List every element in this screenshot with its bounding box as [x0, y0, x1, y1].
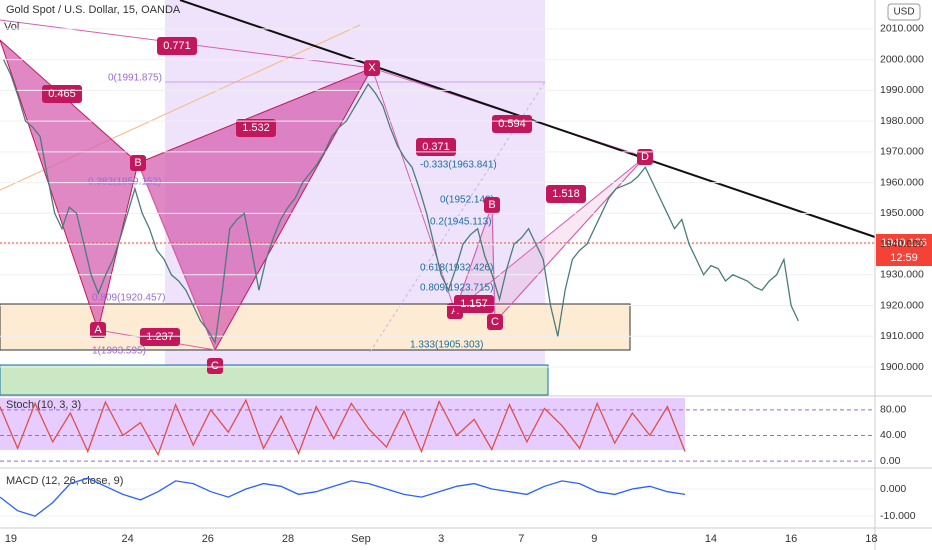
stoch-title: Stoch (10, 3, 3)	[6, 399, 81, 411]
chart-title: Gold Spot / U.S. Dollar, 15, OANDA	[6, 4, 181, 16]
point-badge	[637, 149, 653, 165]
ratio-badge	[42, 85, 82, 103]
point-label: C	[211, 360, 219, 372]
y-tick-label: 40.00	[880, 429, 906, 441]
point-badge	[364, 60, 380, 76]
ratio-badge	[140, 328, 180, 346]
ratio-label: 1.237	[146, 331, 174, 343]
series-line	[0, 398, 686, 457]
price-tag	[876, 234, 932, 266]
ratio-badge	[454, 295, 494, 313]
x-tick-label: 28	[282, 533, 294, 545]
vol-label: Vol	[4, 21, 19, 33]
fib-label: 0.2(1945.113)	[430, 217, 492, 228]
currency-box	[887, 3, 921, 21]
fib-label: 1(1903.595)	[92, 346, 146, 357]
y-tick-label: 1920.000	[880, 299, 924, 311]
macd-title: MACD (12, 26, close, 9)	[6, 475, 123, 487]
fib-label: 0.809(1923.715)	[420, 283, 493, 294]
y-tick-label: 1990.000	[880, 84, 924, 96]
point-label: X	[368, 62, 376, 74]
y-tick-label: 2000.000	[880, 53, 924, 65]
fib-label: 0(1991.875)	[108, 73, 162, 84]
y-tick-label: 1940.000	[880, 238, 924, 250]
point-badge	[130, 155, 146, 171]
fib-label: -0.333(1963.841)	[420, 160, 497, 171]
point-label: B	[134, 157, 141, 169]
ratio-label: 1.157	[460, 298, 488, 310]
point-label: A	[94, 324, 102, 336]
ratio-badge	[157, 37, 197, 55]
x-tick-label: 18	[865, 533, 877, 545]
x-tick-label: 14	[705, 533, 717, 545]
y-tick-label: -10.000	[880, 510, 916, 522]
x-tick-label: 3	[438, 533, 444, 545]
y-tick-label: 2010.000	[880, 23, 924, 35]
point-badge	[207, 358, 223, 374]
y-tick-label: 1970.000	[880, 146, 924, 158]
x-tick-label: 26	[202, 533, 214, 545]
y-tick-label: 0.000	[880, 483, 906, 495]
stoch-band	[0, 398, 685, 450]
ratio-label: 0.371	[422, 141, 450, 153]
series-line	[3, 59, 799, 345]
ratio-label: 0.465	[48, 88, 76, 100]
volume-zone	[0, 364, 549, 396]
x-tick-label: 16	[785, 533, 797, 545]
point-label: B	[488, 199, 495, 211]
y-tick-label: 0.00	[880, 455, 901, 467]
y-tick-label: 80.00	[880, 404, 906, 416]
fib-label: 1.333(1905.303)	[410, 340, 483, 351]
point-badge	[90, 322, 106, 338]
ratio-badge	[492, 115, 532, 133]
point-label: C	[491, 316, 499, 328]
ratio-badge	[546, 185, 586, 203]
fib-label: 0.809(1920.457)	[92, 293, 165, 304]
y-tick-label: 1930.000	[880, 269, 924, 281]
last-price: 1940.126	[881, 237, 927, 249]
y-tick-label: 1960.000	[880, 176, 924, 188]
x-tick-label: 24	[121, 533, 133, 545]
currency: USD	[893, 7, 914, 18]
x-tick-label: Sep	[351, 533, 371, 545]
y-tick-label: 1980.000	[880, 115, 924, 127]
x-tick-label: 7	[518, 533, 524, 545]
point-label: D	[641, 151, 649, 163]
point-badge	[484, 197, 500, 213]
y-tick-label: 1950.000	[880, 207, 924, 219]
point-badge	[487, 314, 503, 330]
ratio-label: 1.518	[552, 188, 580, 200]
ratio-badge	[236, 119, 276, 137]
x-tick-label: 9	[591, 533, 597, 545]
y-tick-label: 1910.000	[880, 330, 924, 342]
fib-label: 0.618(1932.426)	[420, 263, 493, 274]
countdown: 12:59	[890, 252, 918, 264]
ratio-label: 0.771	[163, 40, 191, 52]
series-line	[0, 477, 686, 517]
ratio-label: 0.594	[498, 118, 526, 130]
x-tick-label: 19	[5, 533, 17, 545]
fib-label: 0(1952.140)	[440, 195, 494, 206]
ratio-label: 1.532	[242, 122, 270, 134]
y-tick-label: 1900.000	[880, 361, 924, 373]
